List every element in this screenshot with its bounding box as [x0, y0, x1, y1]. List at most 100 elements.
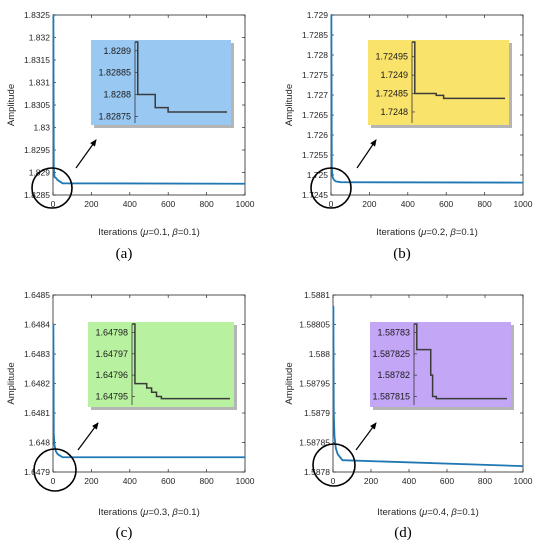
inset-y-tick-label: 1.58782: [377, 370, 410, 380]
inset-series-line: [414, 323, 507, 400]
x-axis-label-part: =0.1,: [148, 227, 172, 238]
inset-background: [368, 40, 509, 125]
x-tick-label: 1000: [236, 199, 255, 209]
x-axis-label-part: =0.1): [457, 507, 479, 518]
y-tick-label: 1.648: [29, 438, 51, 448]
y-tick-label: 1.7255: [302, 150, 328, 160]
zoom-arrow: [355, 422, 377, 451]
x-axis-label-part: Iterations (: [98, 227, 144, 238]
x-axis-label-part: =0.1): [456, 227, 478, 238]
inset-background: [370, 322, 511, 407]
inset-y-tick-label: 1.8289: [103, 46, 131, 56]
y-tick-label: 1.728: [307, 50, 329, 60]
y-tick-label: 1.6481: [24, 408, 50, 418]
inset: 1.72495 1.7249 1.72485 1.7248: [368, 40, 512, 128]
inset-y-tick-label: 1.64798: [95, 328, 128, 338]
y-tick-label: 1.6485: [24, 290, 50, 300]
x-tick-label: 0: [51, 199, 56, 209]
y-tick-label: 1.726: [307, 130, 329, 140]
y-axis-label: Amplitude: [284, 84, 295, 126]
inset-series-line: [135, 41, 227, 113]
inset: 1.8289 1.82885 1.8288 1.82875: [91, 40, 234, 128]
x-axis-label: Iterations (μ=0.4, β=0.1): [377, 507, 479, 518]
y-tick-label: 1.6479: [24, 467, 50, 477]
inset-series-line: [132, 323, 230, 400]
x-tick-label: 200: [84, 199, 98, 209]
x-axis-label-part: β: [450, 507, 457, 518]
x-tick-label: 0: [331, 476, 336, 486]
x-tick-label: 1000: [514, 476, 533, 486]
y-tick-label: 1.8295: [24, 145, 50, 155]
series-line: [52, 14, 246, 185]
inset-y-tick-label: 1.72485: [375, 89, 408, 99]
x-axis-label-part: β: [449, 227, 456, 238]
x-axis-label-part: Iterations (: [377, 507, 423, 518]
x-tick-label: 1000: [236, 476, 255, 486]
inset-y-tick-label: 1.82885: [98, 68, 131, 78]
y-tick-label: 1.7245: [302, 190, 328, 200]
y-tick-label: 1.8305: [24, 100, 50, 110]
y-tick-label: 1.58795: [299, 379, 330, 389]
inset-y-tick-label: 1.64796: [95, 370, 128, 380]
x-tick-label: 200: [362, 199, 376, 209]
x-axis-label-part: Iterations (: [376, 227, 422, 238]
x-tick-label: 1000: [514, 199, 533, 209]
x-tick-label: 600: [161, 476, 175, 486]
x-axis-label-part: β: [171, 507, 178, 518]
x-axis-label: Iterations (μ=0.1, β=0.1): [98, 227, 200, 238]
y-tick-label: 1.83: [33, 123, 50, 133]
y-tick-label: 1.5878: [304, 467, 330, 477]
inset-y-tick-label: 1.8288: [103, 90, 131, 100]
y-axis-label: Amplitude: [6, 362, 17, 404]
x-tick-label: 200: [84, 476, 98, 486]
x-tick-label: 800: [478, 199, 492, 209]
x-tick-label: 400: [402, 476, 416, 486]
y-tick-label: 1.58785: [299, 438, 330, 448]
panel-label: (b): [393, 246, 411, 262]
x-axis-label: Iterations (μ=0.2, β=0.1): [376, 227, 478, 238]
x-axis-label-part: β: [171, 227, 178, 238]
zoom-arrow: [356, 139, 377, 169]
y-tick-label: 1.7285: [302, 30, 328, 40]
y-tick-label: 1.831: [29, 78, 51, 88]
inset-y-tick-label: 1.587815: [372, 391, 410, 401]
y-tick-label: 1.729: [307, 10, 329, 20]
series-line: [332, 305, 524, 467]
x-tick-label: 0: [51, 476, 56, 486]
inset-y-tick-label: 1.82875: [98, 111, 131, 121]
inset-y-tick-label: 1.64797: [95, 349, 128, 359]
x-tick-label: 800: [478, 476, 492, 486]
y-tick-label: 1.8285: [24, 190, 50, 200]
y-tick-label: 1.588: [309, 349, 331, 359]
y-tick-label: 1.58805: [299, 320, 330, 330]
inset-y-tick-label: 1.58783: [377, 328, 410, 338]
inset-background: [88, 322, 234, 407]
y-axis-label: Amplitude: [6, 84, 17, 126]
zoom-circle: [312, 443, 356, 487]
zoom-arrow: [77, 422, 99, 451]
panel-4: 1.5878 1.58785 1.5879 1.58795 1.588 1.58805 1.…: [284, 290, 533, 541]
y-tick-label: 1.6484: [24, 320, 50, 330]
x-tick-label: 600: [161, 199, 175, 209]
y-tick-label: 1.6482: [24, 379, 50, 389]
panel-3: 1.6479 1.648 1.6481 1.6482 1.6483 1.6484 1.648…: [6, 290, 255, 541]
x-tick-label: 0: [329, 199, 334, 209]
y-tick-label: 1.727: [307, 90, 329, 100]
x-tick-label: 600: [440, 476, 454, 486]
y-tick-label: 1.7275: [302, 70, 328, 80]
inset-background: [91, 40, 231, 125]
y-tick-label: 1.6483: [24, 349, 50, 359]
y-tick-label: 1.832: [29, 33, 51, 43]
inset: 1.64798 1.64797 1.64796 1.64795: [88, 322, 237, 410]
x-axis-label-part: Iterations (: [98, 507, 144, 518]
x-axis-label-part: μ: [142, 507, 149, 518]
panel-2: 1.7245 1.725 1.7255 1.726 1.7265 1.727 1.7275 1…: [284, 10, 533, 262]
zoom-circle: [31, 167, 73, 209]
y-axis-label: Amplitude: [284, 362, 295, 404]
y-tick-label: 1.8325: [24, 10, 50, 20]
y-tick-label: 1.7265: [302, 110, 328, 120]
x-tick-label: 800: [200, 476, 214, 486]
x-tick-label: 400: [123, 199, 137, 209]
y-tick-label: 1.725: [307, 170, 329, 180]
x-axis-label-part: μ: [142, 227, 149, 238]
